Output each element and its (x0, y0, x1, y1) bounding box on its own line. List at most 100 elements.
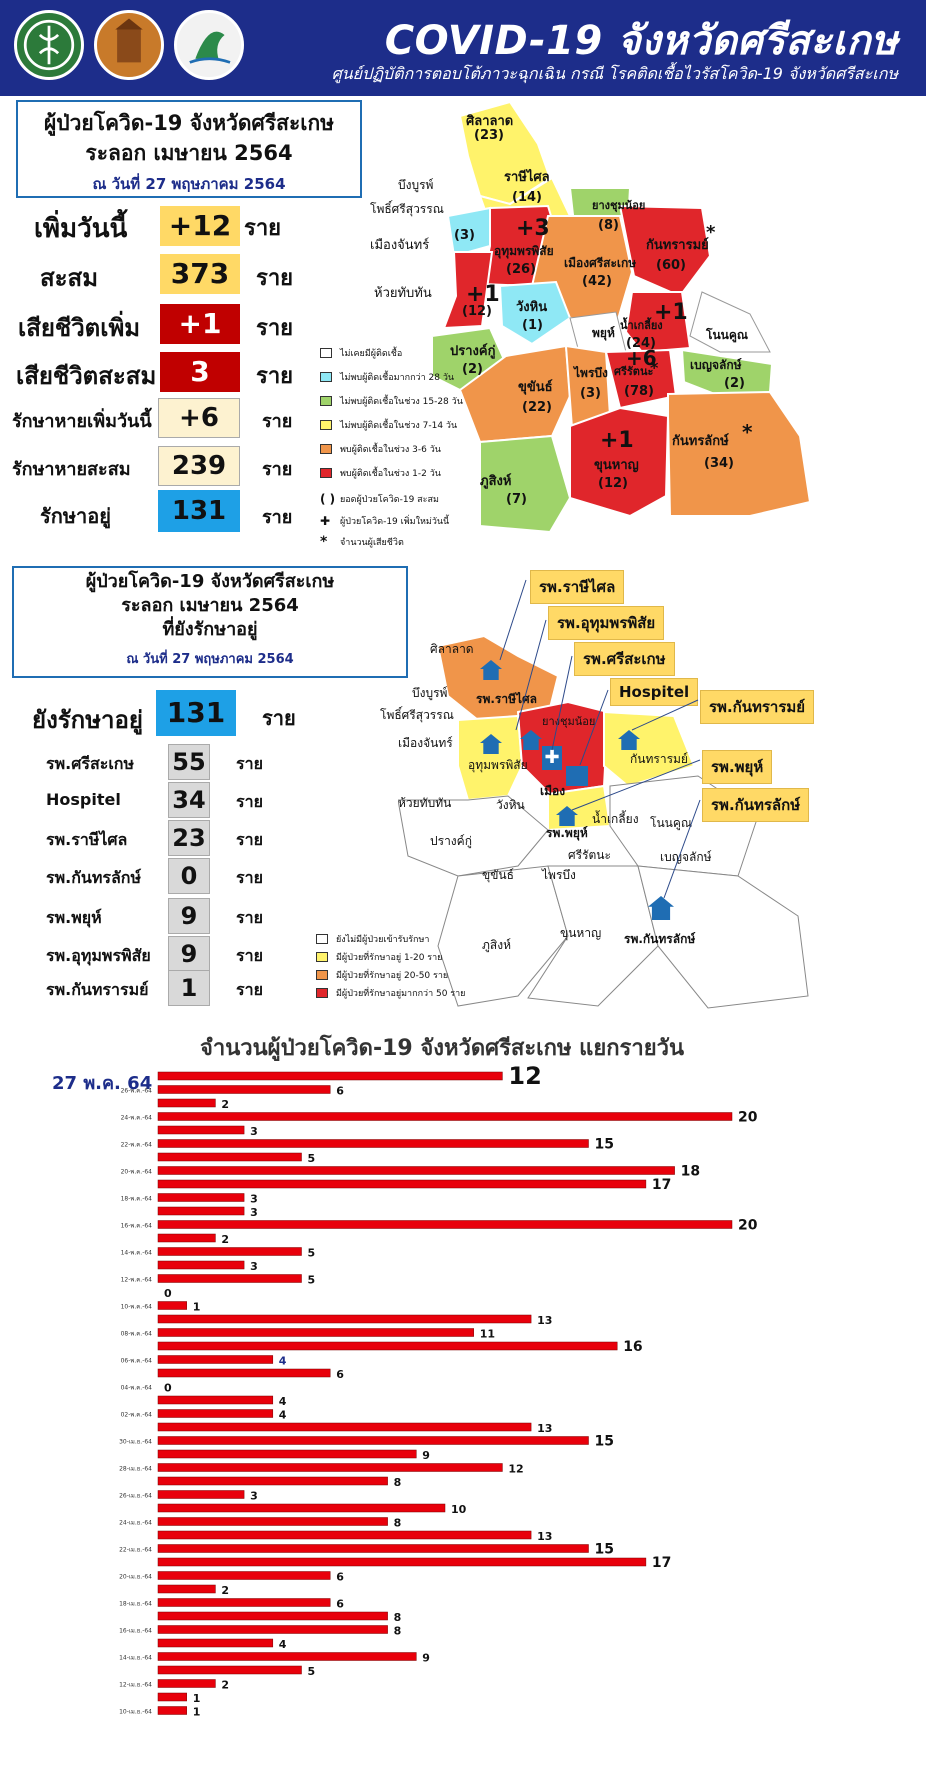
bar (157, 1422, 532, 1432)
bar (157, 1179, 647, 1189)
stat-unit-cumulative: ราย (256, 266, 294, 291)
data-label: 12 (508, 1062, 541, 1090)
stat-unit-in-treatment: ราย (262, 507, 293, 528)
bar (157, 1476, 388, 1486)
map2-label-mueang-chan: เมืองจันทร์ (398, 736, 453, 750)
legend-symbol: ✚ (320, 514, 331, 528)
map2-label-huai-thap-than: ห้วยทับทัน (398, 796, 452, 810)
legend-text: พบผู้ติดเชื้อในช่วง 1-2 วัน (340, 469, 441, 479)
legend-swatch (320, 372, 332, 382)
bar (157, 1274, 302, 1283)
legend-text: มีผู้ป่วยที่รักษาอยู่ 20-50 ราย (336, 971, 449, 981)
stat-value-deaths-cumulative: 3 (160, 352, 240, 392)
hospital-unit-kanthararom: ราย (236, 980, 263, 999)
hospital-label-rasi-salai: รพ.ราษีไศล (46, 830, 128, 849)
bar (157, 1368, 331, 1378)
legend-text: จำนวนผู้เสียชีวิต (340, 538, 404, 548)
bar (157, 1220, 733, 1229)
data-label: 18 (681, 1164, 700, 1180)
map1-legend-28days: ไม่พบผู้ติดเชื้อมากกว่า 28 วัน (320, 370, 454, 384)
section2-total-value: 131 (156, 690, 236, 736)
legend-text: มีผู้ป่วยที่รักษาอยู่มากกว่า 50 ราย (336, 989, 466, 999)
hospitel-building-icon (566, 766, 588, 786)
bar (157, 1233, 216, 1243)
legend-swatch (320, 396, 332, 406)
legend-swatch (320, 444, 332, 454)
bar (157, 1638, 274, 1648)
provincial-seal-logo (94, 10, 164, 80)
ministry-of-public-health-logo (14, 10, 84, 80)
map1-star-kanthalak: * (742, 420, 753, 444)
map1-label-benchalak: เบญจลักษ์ (690, 358, 742, 372)
data-label: 2 (221, 1679, 229, 1692)
data-label: 15 (595, 1434, 614, 1450)
data-label: 5 (308, 1247, 316, 1260)
data-label: 11 (480, 1328, 495, 1341)
data-label: 8 (394, 1517, 402, 1530)
hospital-marker-icon (480, 734, 502, 754)
map1-legend-cumulative: ( ) ยอดผู้ป่วยโควิด-19 สะสม (320, 492, 439, 506)
legend-swatch (316, 934, 328, 944)
data-label: 13 (537, 1422, 552, 1435)
legend-swatch (320, 348, 332, 358)
map2-label-kanthararom: กันทรารมย์ (630, 752, 688, 766)
map2-legend-20-50: มีผู้ป่วยที่รักษาอยู่ 20-50 ราย (316, 968, 448, 982)
map2-label-yang-chum-noi: ยางชุมน้อย (542, 715, 596, 728)
map1-label-khukhan: ขุขันธ์ (518, 380, 553, 395)
bar (157, 1584, 216, 1594)
stat-unit-recovered-cumulative: ราย (262, 459, 293, 480)
y-tick-label: 18-เม.ย.-64 (119, 1601, 152, 1608)
data-label: 4 (279, 1355, 287, 1368)
map2-label-khukhan: ขุขันธ์ (482, 868, 514, 882)
data-label: 6 (336, 1598, 344, 1611)
hosp-tag-kanthararom: รพ.กันทรารมย์ (700, 690, 815, 724)
map1-label-prang-ku: ปรางค์กู่ (450, 344, 496, 359)
map1-legend-none: ไม่เคยมีผู้ติดเชื้อ (320, 346, 402, 360)
data-label: 4 (279, 1638, 287, 1651)
legend-text: ไม่พบผู้ติดเชื้อในช่วง 7-14 วัน (340, 421, 458, 431)
data-label: 15 (595, 1137, 614, 1153)
map2-label-bueng-burapha: บึงบูรพ์ (412, 686, 448, 700)
stat-label-recovered-cumulative: รักษาหายสะสม (12, 459, 131, 480)
y-tick-label: 12-พ.ค.-64 (121, 1277, 153, 1284)
bar (157, 1517, 388, 1526)
map2-legend-1-20: มีผู้ป่วยที่รักษาอยู่ 1-20 ราย (316, 950, 442, 964)
map1-new-si-rattana: +6 (626, 346, 657, 370)
y-tick-label: 08-พ.ค.-64 (121, 1331, 153, 1338)
map1-label-phu-sing: ภูสิงห์ (480, 474, 512, 489)
legend-text: ยังไม่มีผู้ป่วยเข้ารับรักษา (336, 935, 430, 945)
bar (157, 1260, 245, 1270)
map1-count-prang-ku: (2) (462, 362, 483, 377)
y-tick-label: 24-พ.ค.-64 (121, 1115, 153, 1122)
map1-new-huai-thap-than: +1 (466, 282, 500, 307)
map2-legend-50plus: มีผู้ป่วยที่รักษาอยู่มากกว่า 50 ราย (316, 986, 465, 1000)
bar (157, 1125, 245, 1135)
map1-label-nam-kliang: น้ำเกลี้ยง (620, 319, 663, 332)
stat-label-new-today: เพิ่มวันนี้ (34, 214, 128, 244)
data-label: 8 (394, 1625, 402, 1638)
section2-title-line3: ที่ยังรักษาอยู่ (162, 619, 258, 640)
map2-label-silalat: ศิลาลาด (430, 642, 474, 656)
data-label: 9 (422, 1652, 430, 1665)
y-tick-label: 20-เม.ย.-64 (119, 1574, 152, 1581)
hospital-unit-uthumphon: ราย (236, 946, 263, 965)
bar (157, 1625, 388, 1634)
data-label: 0 (164, 1287, 172, 1300)
map2-label-prang-ku: ปรางค์กู่ (430, 834, 472, 848)
hospital-value-sisaket: 55 (168, 744, 210, 780)
data-label: 5 (308, 1665, 316, 1678)
data-label: 8 (394, 1476, 402, 1489)
hospital-unit-kanthalak: ราย (236, 868, 263, 887)
page-subtitle: ศูนย์ปฏิบัติการตอบโต้ภาวะฉุกเฉิน กรณี โร… (331, 64, 898, 83)
map1-count-yang-chum-noi: (8) (598, 218, 619, 233)
map1-count-wang-hin: (1) (522, 318, 543, 333)
bar (157, 1112, 733, 1121)
data-label: 4 (279, 1409, 287, 1422)
data-label: 6 (336, 1571, 344, 1584)
data-label: 3 (250, 1193, 258, 1206)
chart-title: จำนวนผู้ป่วยโควิด-19 จังหวัดศรีสะเกษ แยก… (200, 1036, 684, 1061)
data-label: 15 (595, 1542, 614, 1558)
legend-symbol: ( ) (320, 492, 336, 506)
map1-count-si-rattana: (78) (624, 384, 654, 399)
map1-label-phayu: พยุห์ (592, 326, 615, 340)
